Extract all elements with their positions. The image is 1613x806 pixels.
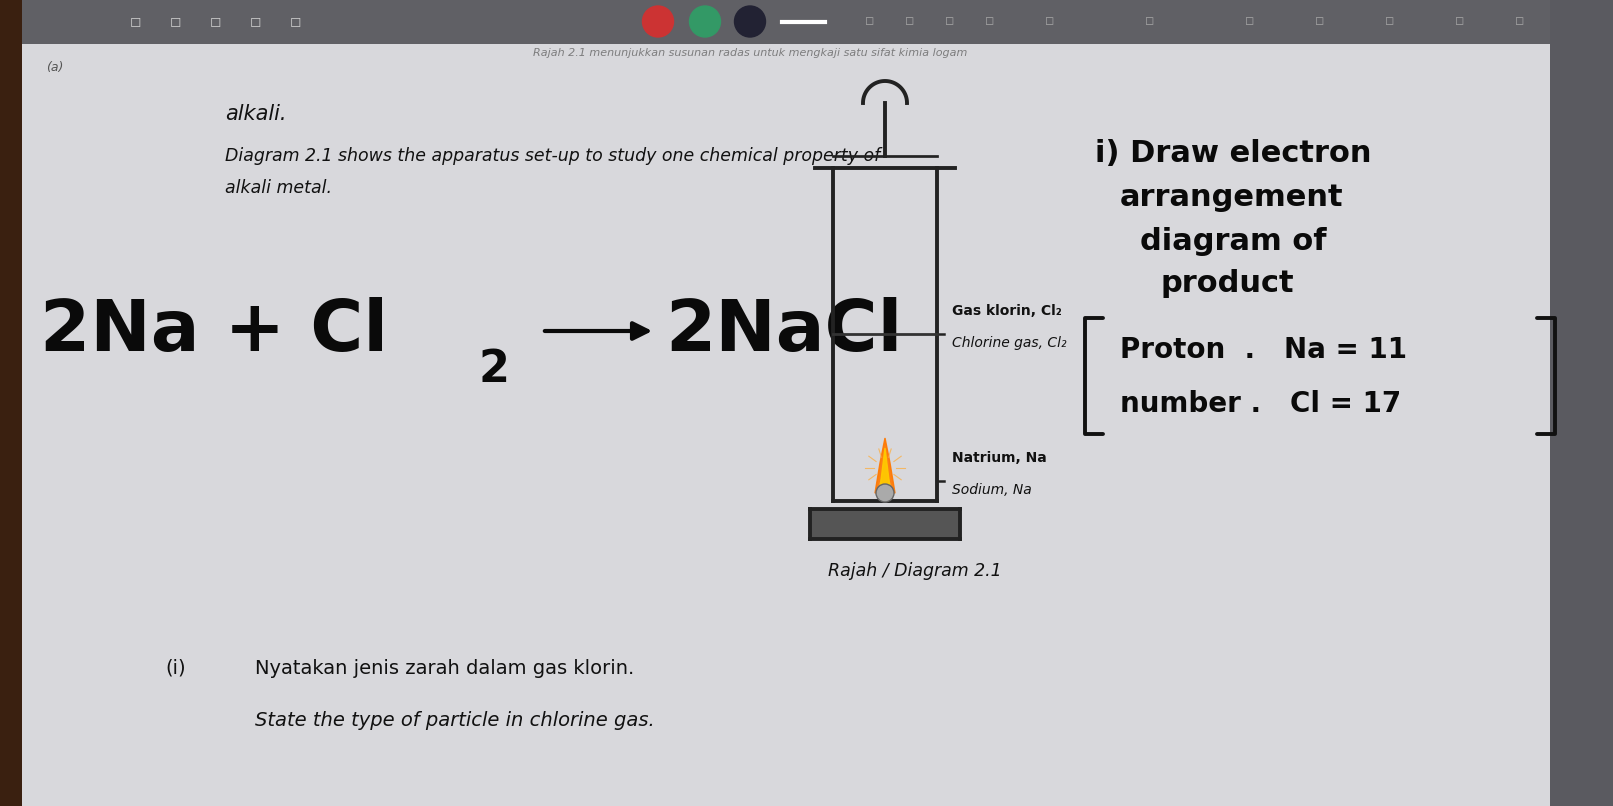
Bar [810, 509, 960, 539]
Bar [0, 0, 23, 806]
Text: ◻: ◻ [1045, 16, 1055, 27]
Text: ◻: ◻ [1515, 16, 1524, 27]
Text: diagram of: diagram of [1140, 226, 1326, 256]
Text: ◻: ◻ [250, 15, 261, 28]
Circle shape [642, 6, 674, 37]
Text: Rajah 2.1 menunjukkan susunan radas untuk mengkaji satu sifat kimia logam: Rajah 2.1 menunjukkan susunan radas untu… [532, 48, 968, 58]
Text: number .   Cl = 17: number . Cl = 17 [1119, 390, 1402, 418]
Text: Proton  .   Na = 11: Proton . Na = 11 [1119, 336, 1407, 364]
Text: Sodium, Na: Sodium, Na [952, 483, 1032, 497]
Text: ◻: ◻ [169, 15, 181, 28]
Text: Gas klorin, Cl₂: Gas klorin, Cl₂ [952, 304, 1061, 318]
Text: ◻: ◻ [1455, 16, 1465, 27]
Text: Diagram 2.1 shows the apparatus set-up to study one chemical property of: Diagram 2.1 shows the apparatus set-up t… [224, 147, 881, 165]
Text: 2NaCl: 2NaCl [665, 297, 902, 365]
Circle shape [689, 6, 721, 37]
Text: ◻: ◻ [129, 15, 140, 28]
Text: Rajah / Diagram 2.1: Rajah / Diagram 2.1 [827, 562, 1002, 580]
Polygon shape [874, 438, 895, 493]
Text: (i): (i) [165, 659, 185, 678]
Text: product: product [1160, 269, 1294, 298]
Text: ◻: ◻ [905, 16, 915, 27]
Text: alkali metal.: alkali metal. [224, 179, 332, 197]
Text: State the type of particle in chlorine gas.: State the type of particle in chlorine g… [255, 712, 655, 730]
Text: Nyatakan jenis zarah dalam gas klorin.: Nyatakan jenis zarah dalam gas klorin. [255, 659, 634, 678]
Polygon shape [881, 448, 890, 488]
Circle shape [876, 484, 894, 502]
Text: ◻: ◻ [866, 16, 874, 27]
Text: ◻: ◻ [1245, 16, 1255, 27]
Bar [1550, 0, 1613, 806]
Text: ◻: ◻ [1386, 16, 1395, 27]
Text: alkali.: alkali. [224, 104, 287, 124]
Text: i) Draw electron: i) Draw electron [1095, 139, 1371, 168]
Text: 2Na + Cl: 2Na + Cl [40, 297, 389, 365]
Text: ◻: ◻ [289, 15, 300, 28]
Text: 2: 2 [477, 347, 510, 390]
Text: Natrium, Na: Natrium, Na [952, 451, 1047, 465]
Text: ◻: ◻ [210, 15, 221, 28]
Text: ◻: ◻ [1145, 16, 1155, 27]
Text: Chlorine gas, Cl₂: Chlorine gas, Cl₂ [952, 336, 1066, 350]
Bar [23, 0, 1550, 44]
Text: arrangement: arrangement [1119, 184, 1344, 213]
Circle shape [734, 6, 766, 37]
Text: ◻: ◻ [945, 16, 955, 27]
Text: ◻: ◻ [986, 16, 995, 27]
Text: ◻: ◻ [1315, 16, 1324, 27]
Text: (a): (a) [47, 61, 63, 74]
